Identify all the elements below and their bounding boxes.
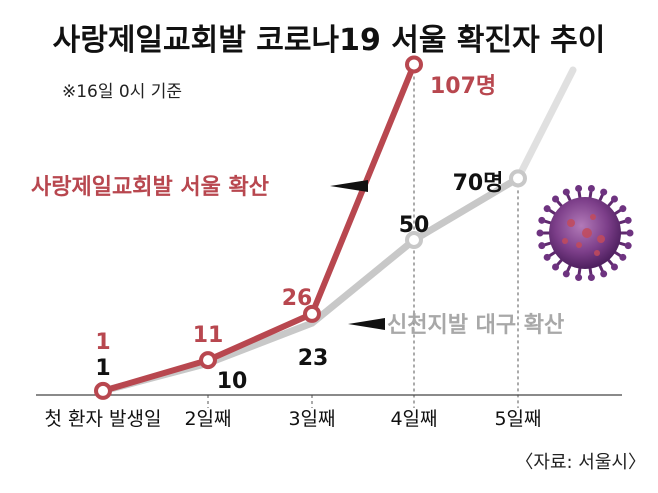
data-label-seoul: 1: [95, 330, 110, 355]
virus-dot: [562, 238, 568, 244]
virus-spike-tip: [536, 229, 544, 237]
data-label-daegu: 50: [399, 213, 430, 238]
data-label-daegu: 1: [95, 356, 110, 381]
virus-spike-tip: [538, 242, 546, 250]
virus-spike-tip: [624, 216, 632, 224]
virus-spike-tip: [619, 205, 627, 213]
x-tick-label: 첫 환자 발생일: [45, 408, 162, 430]
virus-spike-tip: [538, 216, 546, 224]
virus-spike-tip: [543, 253, 551, 261]
x-tick-label: 4일째: [390, 408, 437, 430]
data-label-seoul: 11: [193, 323, 224, 348]
virus-dot: [597, 235, 605, 243]
virus-spike-tip: [600, 188, 608, 196]
point-seoul: [405, 55, 423, 74]
virus-dot: [590, 214, 596, 220]
data-label-seoul: 26: [282, 286, 313, 311]
virus-dot: [594, 250, 600, 256]
virus-spike-tip: [610, 263, 618, 271]
legend-label-seoul: 사랑제일교회발 서울 확산: [31, 175, 269, 200]
virus-spike-tip: [587, 274, 595, 282]
series-line-daegu-trend: [514, 66, 577, 182]
virus-dot: [567, 219, 575, 227]
x-tick-labels: 첫 환자 발생일 2일째 3일째 4일째 5일째: [45, 408, 542, 430]
virus-spike-tip: [543, 205, 551, 213]
point-seoul: [303, 304, 321, 323]
virus-spike-tip: [600, 270, 608, 278]
x-tick-label: 5일째: [494, 408, 541, 430]
data-label-seoul: 107명: [430, 74, 496, 99]
virus-spike-tip: [552, 263, 560, 271]
data-label-daegu: 10: [217, 369, 248, 394]
virus-spike-tip: [626, 229, 634, 237]
source-note: 〈자료: 서울시〉: [515, 452, 646, 473]
virus-dot: [576, 242, 582, 248]
virus-spike-tip: [575, 184, 583, 192]
virus-spike-tip: [610, 195, 618, 203]
virus-dot: [582, 228, 592, 238]
chart-title: 사랑제일교회발 코로나19 서울 확진자 추이: [53, 23, 606, 58]
guide-lines: [207, 64, 519, 408]
virus-spike-tip: [552, 195, 560, 203]
coronavirus-icon: [536, 184, 634, 282]
virus-spike-tip: [624, 242, 632, 250]
legend: 사랑제일교회발 서울 확산 신천지발 대구 확산: [31, 175, 564, 338]
virus-spike-tip: [575, 274, 583, 282]
legend-label-daegu: 신천지발 대구 확산: [387, 313, 564, 338]
point-seoul: [94, 381, 112, 400]
x-tick-label: 2일째: [184, 408, 231, 430]
virus-spike-tip: [587, 184, 595, 192]
virus-spike-tip: [619, 253, 627, 261]
data-label-daegu: 23: [298, 346, 329, 371]
x-tick-label: 3일째: [288, 408, 335, 430]
point-daegu: [405, 231, 423, 249]
legend-arrow-seoul: [330, 180, 368, 192]
virus-spike-tip: [562, 270, 570, 278]
data-label-daegu: 70명: [453, 171, 504, 196]
virus-spike-tip: [562, 188, 570, 196]
point-seoul: [199, 351, 217, 370]
legend-arrow-daegu: [348, 318, 385, 330]
chart-note: ※16일 0시 기준: [62, 82, 182, 102]
point-daegu: [509, 169, 527, 188]
